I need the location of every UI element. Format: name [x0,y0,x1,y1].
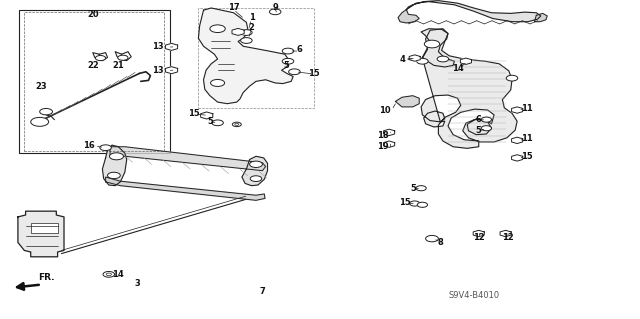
Polygon shape [406,1,541,22]
Text: 5: 5 [284,61,290,70]
Text: 19: 19 [378,142,389,151]
Circle shape [437,56,449,62]
Text: 14: 14 [113,270,124,279]
Circle shape [417,58,428,64]
Text: 8: 8 [438,238,443,247]
Circle shape [269,9,281,15]
Polygon shape [421,29,517,148]
Text: 7: 7 [260,287,265,296]
Polygon shape [511,155,523,161]
Circle shape [282,58,294,64]
Text: 14: 14 [452,64,463,73]
Polygon shape [110,147,266,171]
Polygon shape [473,230,484,237]
Text: 2: 2 [248,23,255,32]
Polygon shape [106,177,265,200]
Text: 5: 5 [410,184,416,193]
Polygon shape [242,156,268,186]
Circle shape [416,186,426,191]
Polygon shape [198,8,293,104]
Text: 18: 18 [378,131,389,140]
Circle shape [481,126,492,131]
Circle shape [118,55,128,60]
Circle shape [250,176,262,182]
Polygon shape [232,28,244,35]
Polygon shape [383,141,395,147]
Text: 12: 12 [502,233,513,242]
Text: S9V4-B4010: S9V4-B4010 [448,291,499,300]
Polygon shape [511,107,523,113]
Text: 6: 6 [475,115,481,124]
Polygon shape [383,129,395,136]
Text: 6: 6 [296,45,303,54]
Text: 21: 21 [113,61,124,70]
Circle shape [282,48,294,54]
Circle shape [241,30,252,35]
Bar [31,223,58,233]
Polygon shape [511,137,523,144]
Text: 13: 13 [152,42,163,51]
Polygon shape [534,13,547,22]
Circle shape [212,120,223,126]
Text: 15: 15 [308,69,319,78]
Text: 22: 22 [87,61,99,70]
Circle shape [235,123,239,125]
Circle shape [426,235,438,242]
Circle shape [417,202,428,207]
Polygon shape [165,67,178,74]
Polygon shape [460,58,472,64]
Text: 10: 10 [379,106,390,115]
Circle shape [109,153,124,160]
Polygon shape [409,55,420,61]
Text: 5: 5 [207,117,213,126]
Circle shape [108,172,120,179]
Circle shape [100,145,111,151]
Text: 5: 5 [475,126,481,135]
Circle shape [424,40,440,48]
Text: 4: 4 [399,55,405,63]
Text: 11: 11 [521,134,532,143]
Text: 15: 15 [188,109,200,118]
Text: 3: 3 [135,279,140,288]
Text: 12: 12 [473,233,484,242]
Text: FR.: FR. [38,273,55,282]
Text: 11: 11 [521,104,532,113]
Circle shape [241,38,252,43]
Polygon shape [200,112,213,119]
Circle shape [95,56,106,61]
Circle shape [103,271,115,277]
Text: 15: 15 [521,152,532,161]
Circle shape [481,117,492,122]
Text: 1: 1 [248,13,255,22]
Circle shape [106,273,111,276]
Text: 23: 23 [36,82,47,91]
Polygon shape [398,10,419,23]
Circle shape [250,161,262,167]
Polygon shape [396,96,419,107]
Polygon shape [18,211,64,257]
Circle shape [506,75,518,81]
Bar [19,10,170,153]
Text: 16: 16 [83,141,95,150]
Circle shape [31,117,49,126]
Circle shape [289,69,300,75]
Polygon shape [500,230,511,237]
Text: 9: 9 [273,4,278,12]
Circle shape [232,122,241,127]
Circle shape [40,108,52,115]
Polygon shape [421,29,454,67]
Bar [198,8,314,108]
Circle shape [211,79,225,86]
Bar [24,12,164,151]
Text: 13: 13 [152,66,163,75]
Polygon shape [102,145,127,186]
Circle shape [210,25,225,33]
Text: 15: 15 [399,198,411,207]
Polygon shape [165,43,178,50]
Text: 20: 20 [87,10,99,19]
Circle shape [410,201,420,206]
Text: 17: 17 [228,4,239,12]
